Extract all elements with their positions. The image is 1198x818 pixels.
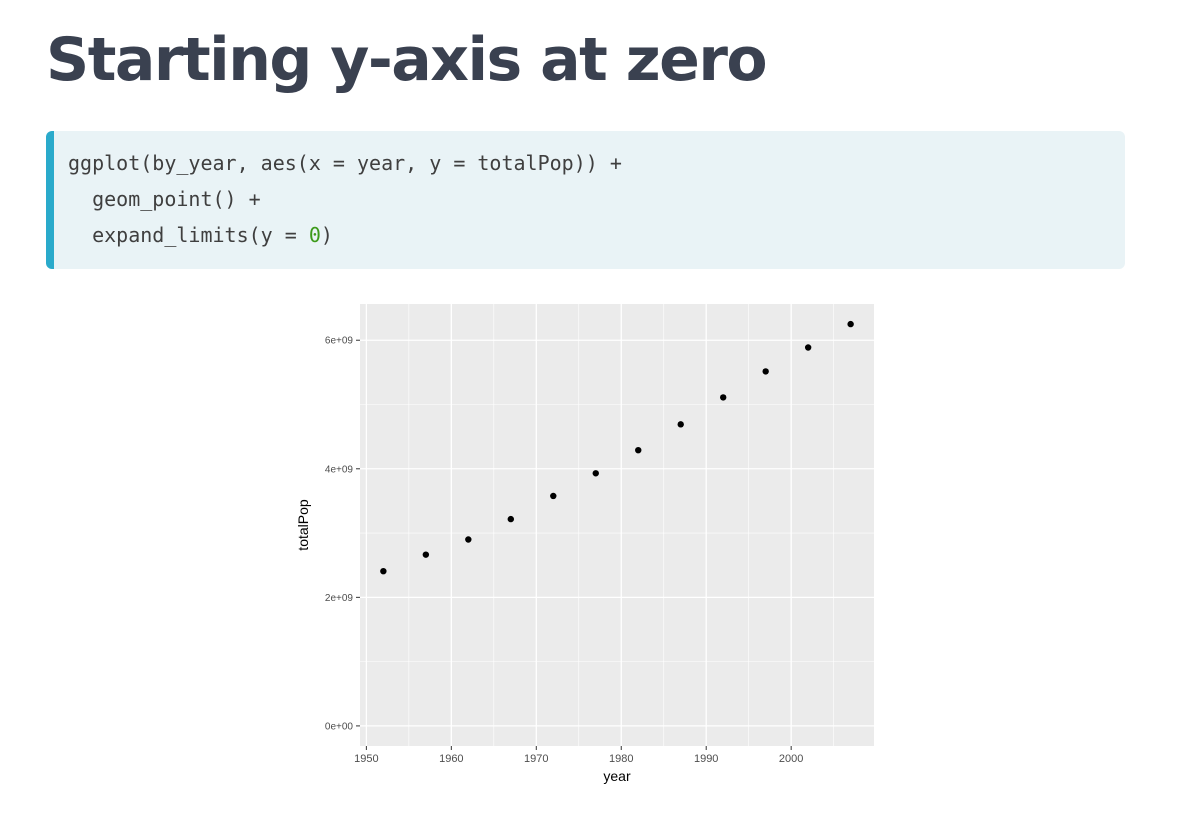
data-point — [465, 536, 472, 543]
y-tick-label: 2e+09 — [325, 593, 354, 604]
plot-panel — [360, 304, 874, 746]
data-point — [380, 567, 387, 575]
x-tick-label: 1970 — [524, 753, 548, 765]
data-point — [507, 515, 515, 523]
code-line-1: ggplot(by_year, aes(x = year, y = totalP… — [68, 151, 622, 175]
data-point — [804, 344, 812, 351]
code-line-3-end: ) — [320, 223, 333, 247]
y-tick-label: 0e+00 — [325, 721, 354, 732]
x-tick-label: 2000 — [779, 753, 803, 765]
data-point — [719, 394, 727, 401]
x-tick-label: 1990 — [694, 753, 718, 765]
chart-svg: 1950 1960 1970 1980 1990 2000 0e+00 2e+09 4e+09 6… — [295, 304, 874, 784]
x-axis-title: year — [603, 768, 631, 784]
slide-title: Starting y-axis at zero — [46, 25, 768, 95]
code-numeric-literal: 0 — [308, 223, 321, 247]
data-point — [762, 368, 769, 375]
x-tick-label: 1960 — [439, 753, 463, 765]
x-tick-label: 1980 — [609, 753, 633, 765]
data-point — [592, 470, 599, 477]
data-point — [635, 446, 642, 454]
data-point — [550, 492, 557, 500]
code-line-3-start: expand_limits(y = — [68, 223, 309, 247]
data-point — [847, 320, 854, 328]
code-line-3: expand_limits(y = 0) — [68, 217, 1125, 253]
x-tick-label: 1950 — [354, 753, 378, 765]
y-axis-title: totalPop — [295, 499, 311, 551]
scatter-plot: 1950 1960 1970 1980 1990 2000 0e+00 2e+09 4e+09 6… — [280, 290, 890, 800]
code-line-2: geom_point() + — [68, 187, 261, 211]
code-block: ggplot(by_year, aes(x = year, y = totalP… — [46, 131, 1125, 269]
data-point — [677, 421, 684, 428]
data-point — [422, 551, 430, 558]
y-tick-label: 4e+09 — [325, 464, 354, 475]
y-tick-label: 6e+09 — [325, 336, 354, 347]
